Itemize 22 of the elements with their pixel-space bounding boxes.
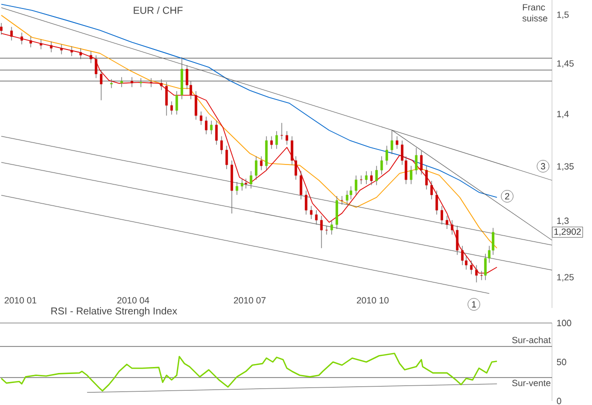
y-tick-label: 1,3 — [557, 218, 569, 225]
y-tick-label: 1,45 — [557, 60, 574, 68]
y-tick-label: 1,25 — [557, 274, 574, 282]
annotation: 3 — [540, 163, 546, 170]
x-tick-label: 2010 10 — [356, 297, 389, 304]
chart-title: RSI - Relative Strengh Index — [51, 307, 178, 316]
ref-line-label: Sur-vente — [512, 380, 550, 386]
y-tick-label: 50 — [556, 358, 566, 366]
annotation: 1 — [472, 301, 476, 308]
y-tick-label: 0 — [556, 398, 562, 404]
y-tick-label: 1,4 — [557, 110, 569, 118]
y-tick-label: 100 — [557, 320, 572, 326]
text: 1,2902 — [554, 228, 581, 236]
x-tick-label: 2010 04 — [117, 297, 150, 304]
y-tick-label: 1,35 — [557, 163, 574, 171]
y-tick-label: 1,5 — [557, 12, 569, 19]
x-tick-label: 2010 07 — [234, 297, 266, 304]
x-tick-label: 2010 01 — [4, 297, 36, 304]
annotation: 2 — [505, 193, 510, 200]
text: EUR / CHF — [134, 6, 183, 14]
y-axis-title: Franc suisse — [522, 4, 548, 22]
ref-line-label: Sur-achat — [512, 336, 551, 344]
